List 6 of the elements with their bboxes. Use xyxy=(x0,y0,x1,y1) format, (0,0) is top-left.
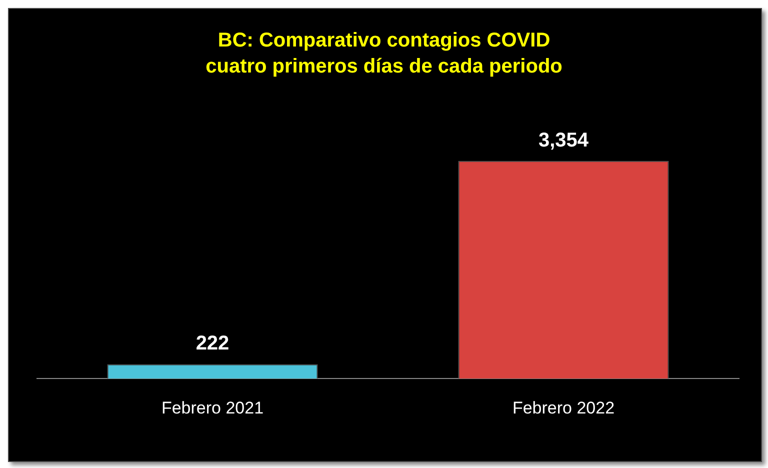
chart-subtitle: cuatro primeros días de cada periodo xyxy=(206,56,562,78)
data-label: 3,354 xyxy=(538,129,590,152)
x-tick-label: Febrero 2021 xyxy=(161,398,264,418)
x-tick-label: Febrero 2022 xyxy=(512,398,615,418)
chart-title: BC: Comparativo contagios COVID xyxy=(218,30,550,52)
data-label: 222 xyxy=(196,332,230,355)
